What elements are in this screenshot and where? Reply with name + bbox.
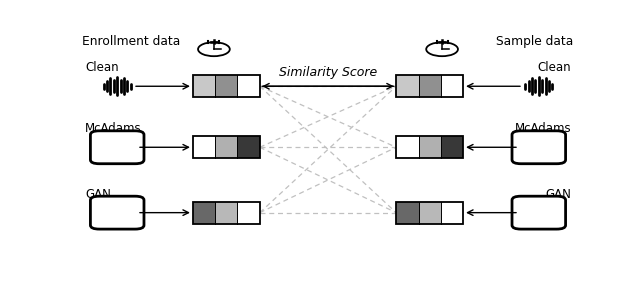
Bar [396,75,463,97]
Bar [193,75,215,97]
Bar [396,75,419,97]
Bar [193,75,260,97]
FancyBboxPatch shape [512,196,566,229]
Text: Clean: Clean [538,61,571,74]
Text: Similarity Score: Similarity Score [279,66,377,79]
Text: Enrollment data: Enrollment data [83,35,180,48]
Bar [215,202,237,224]
Bar [396,136,419,158]
FancyBboxPatch shape [512,131,566,164]
Bar [441,202,463,224]
Bar [215,136,237,158]
Bar [419,136,441,158]
Bar [193,136,260,158]
Text: GAN: GAN [85,188,111,201]
FancyBboxPatch shape [90,196,144,229]
FancyBboxPatch shape [90,131,144,164]
Bar [237,202,260,224]
Text: McAdams: McAdams [85,122,141,135]
Bar [396,202,463,224]
Bar [396,202,419,224]
Text: McAdams: McAdams [515,122,571,135]
Bar [237,136,260,158]
Bar [215,75,237,97]
Text: Clean: Clean [85,61,118,74]
Bar [441,136,463,158]
Bar [396,136,463,158]
Bar [193,202,215,224]
Bar [237,75,260,97]
Bar [419,75,441,97]
Bar [193,202,260,224]
Bar [193,136,215,158]
Text: Sample data: Sample data [496,35,573,48]
Bar [419,202,441,224]
Bar [441,75,463,97]
Text: GAN: GAN [545,188,571,201]
